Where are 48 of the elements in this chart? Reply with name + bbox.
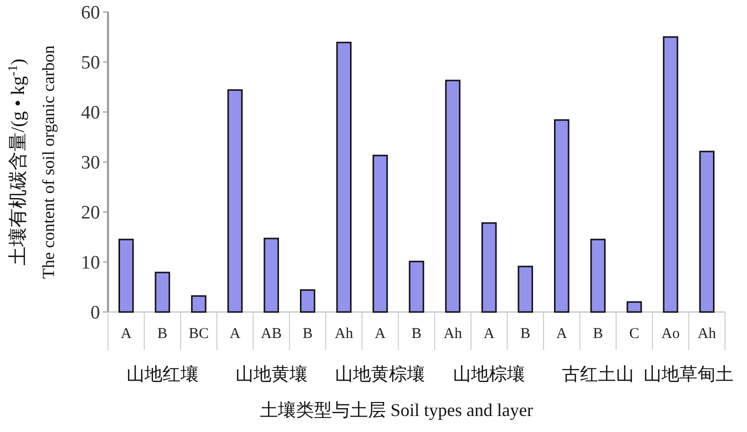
x-axis-title: 土壤类型与土层 Soil types and layer [260,400,533,420]
bar [372,154,388,313]
x-tick-label: A [556,326,568,342]
y-tick-label: 50 [81,52,100,74]
text: 山地黄壤 [235,364,308,384]
bar [336,42,352,313]
x-tick-label: B [302,326,313,342]
x-tick-label: B [157,326,168,342]
x-tick-label: C [629,326,640,342]
bar [626,301,642,313]
y-tick-label: 30 [81,152,100,174]
x-tick-label: B [592,326,603,342]
bar [300,289,316,313]
bar [554,119,570,313]
y-tick-label: 20 [81,202,100,224]
x-tick-label: B [411,326,422,342]
bar [191,295,206,313]
x-tick-label: A [120,326,132,342]
x-tick-label: A [230,326,241,342]
bar [408,260,424,313]
bar [662,36,678,313]
x-tick-label: Ah [698,326,717,342]
bar [154,272,170,313]
bar [481,222,497,313]
x-tick-label: BC [188,326,209,342]
x-tick-label: B [520,326,530,342]
x-tick-label: A [374,326,386,342]
y-tick-label: 10 [81,252,100,274]
text: 山地棕壤 [453,364,526,384]
y-tick-label: 0 [90,302,100,324]
x-tick-label: Ah [444,326,462,342]
bar [699,150,714,313]
text: 山地草甸土 [644,364,734,384]
text: 山地红壤 [126,364,198,384]
bar [518,266,534,313]
bar [264,238,279,313]
bar [227,89,243,313]
x-tick-label: AB [260,326,282,342]
text: 山地黄棕壤 [335,364,426,384]
y-tick-label: 60 [81,2,100,24]
x-tick-label: Ah [334,326,354,342]
text: 古红土山 [562,364,634,384]
bar [445,80,460,313]
bar [118,238,134,313]
x-tick-label: Ao [661,326,680,342]
x-tick-label: A [484,326,495,342]
bar [590,238,606,313]
y-tick-label: 40 [81,102,100,124]
